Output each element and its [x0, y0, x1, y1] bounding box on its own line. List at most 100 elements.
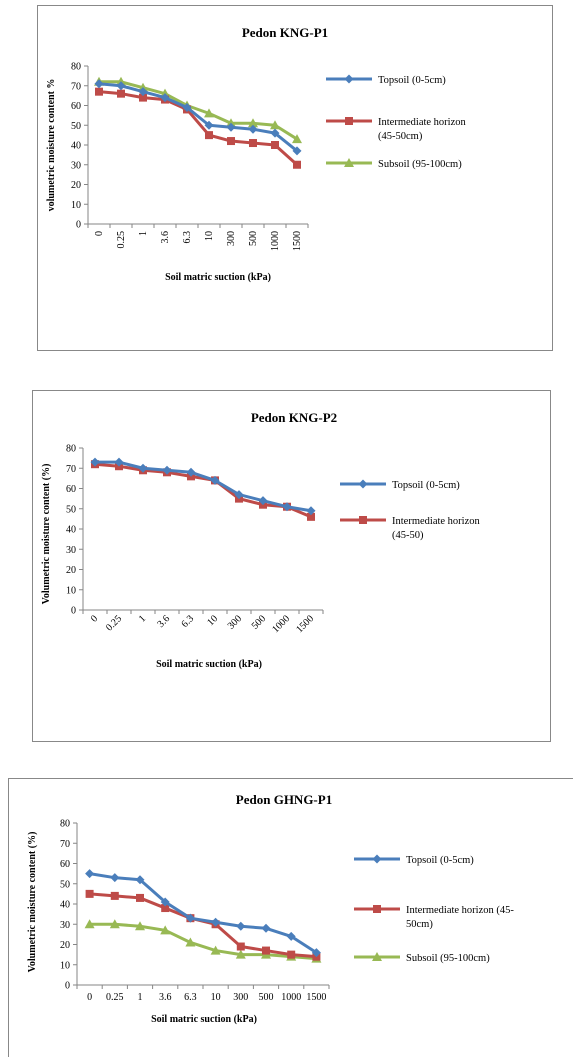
series-line	[98, 90, 299, 166]
legend-swatch-marker	[372, 854, 382, 864]
x-tick-label: 10	[211, 992, 221, 1003]
data-point	[162, 465, 172, 475]
x-tick-label: 3.6	[160, 231, 171, 244]
data-point	[293, 160, 301, 169]
chart-kng-p1: Pedon KNG-P1 0 10 20 30 40 50 60 70 80 0 0.25 1 3.6 6.…	[46, 25, 467, 283]
x-tick-label: 6.3	[184, 992, 197, 1003]
data-point	[236, 921, 246, 931]
x-tick-label: 0.25	[106, 992, 124, 1003]
legend-entry-3: Subsoil (95-100cm)	[326, 158, 462, 170]
data-point	[311, 948, 321, 958]
y-tick-label: 80	[60, 819, 70, 830]
y-tick-label: 30	[71, 160, 81, 171]
x-tick-label: 1500	[294, 613, 316, 635]
x-tick-label: 3.6	[159, 992, 172, 1003]
chart-panel-kng-p2: Pedon KNG-P2 0 10 20 30 40 50 60 70 80 0 0.25 1 3.6 6.…	[32, 390, 551, 742]
data-point	[84, 919, 95, 929]
x-tick-label: 3.6	[156, 613, 173, 630]
x-tick-label: 1000	[270, 613, 292, 635]
legend-entry-2: Intermediate horizon (45-50cm)	[326, 117, 467, 142]
y-tick-label: 0	[65, 981, 70, 992]
data-point	[210, 475, 220, 485]
legend-swatch-marker	[345, 117, 353, 125]
data-point	[90, 457, 100, 467]
legend-entry-2: Intermediate horizon (45-50)	[340, 516, 481, 541]
data-point	[204, 120, 214, 130]
y-tick-label: 50	[71, 121, 81, 132]
data-point	[271, 141, 279, 149]
y-tick-label: 40	[71, 141, 81, 152]
x-tick-label: 0	[87, 992, 92, 1003]
legend-label: Subsoil (95-100cm)	[406, 953, 490, 964]
y-tick-label: 20	[66, 565, 76, 576]
legend-label: Subsoil (95-100cm)	[378, 159, 462, 170]
legend-label: Intermediate horizon	[392, 516, 481, 527]
series-3	[84, 919, 322, 963]
y-tick-label: 30	[66, 545, 76, 556]
y-tick-label: 40	[60, 900, 70, 911]
data-point	[286, 931, 296, 941]
data-point	[135, 875, 145, 885]
y-tick-label: 40	[66, 525, 76, 536]
legend-swatch-marker	[358, 479, 368, 489]
y-axis-label: Volumetric moisture content (%)	[27, 832, 38, 973]
data-point	[292, 134, 302, 144]
data-point	[139, 93, 147, 102]
chart-title: Pedon KNG-P2	[251, 410, 337, 425]
legend-entry-2: Intermediate horizon (45- 50cm)	[354, 905, 514, 930]
legend-swatch-marker	[344, 158, 354, 167]
legend-entry-1: Topsoil (0-5cm)	[354, 854, 474, 866]
data-point	[226, 122, 236, 132]
y-tick-label: 0	[71, 606, 76, 617]
x-tick-label: 300	[226, 613, 244, 631]
data-point	[270, 120, 280, 130]
data-point	[138, 87, 148, 97]
chart-kng-p2: Pedon KNG-P2 0 10 20 30 40 50 60 70 80 0 0.25 1 3.6 6.…	[41, 410, 481, 670]
x-tick-label: 6.3	[182, 231, 193, 244]
data-point	[85, 869, 95, 879]
chart-panel-ghng-p1: Pedon GHNG-P1 0 10 20 30 40 50 60 70 80 0 0.25 1 3.6 6…	[8, 778, 573, 1057]
y-tick-label: 20	[71, 180, 81, 191]
legend-entry-1: Topsoil (0-5cm)	[326, 74, 446, 86]
legend-entry-3: Subsoil (95-100cm)	[354, 952, 490, 964]
data-point	[282, 502, 292, 512]
chart-ghng-p1: Pedon GHNG-P1 0 10 20 30 40 50 60 70 80 0 0.25 1 3.6 6…	[27, 792, 514, 1025]
y-tick-label: 30	[60, 920, 70, 931]
series-line	[89, 922, 317, 961]
y-tick-label: 50	[60, 879, 70, 890]
data-point	[262, 946, 270, 955]
y-tick-label: 60	[66, 484, 76, 495]
legend-label: Intermediate horizon (45-	[406, 905, 514, 916]
data-point	[95, 87, 103, 96]
x-tick-label: 0.25	[104, 613, 124, 633]
x-tick-label: 500	[259, 992, 274, 1003]
x-tick-label: 6.3	[180, 613, 197, 630]
legend-entry-1: Topsoil (0-5cm)	[340, 479, 460, 491]
data-point	[182, 102, 192, 112]
x-tick-label: 0	[89, 613, 100, 624]
y-tick-label: 10	[71, 200, 81, 211]
series-1	[85, 869, 321, 958]
data-point	[160, 93, 170, 103]
legend-label: Topsoil (0-5cm)	[392, 480, 460, 491]
data-point	[185, 913, 195, 923]
y-tick-label: 60	[71, 101, 81, 112]
legend-label: Topsoil (0-5cm)	[406, 855, 474, 866]
series-2	[95, 87, 301, 169]
series-2	[91, 460, 315, 521]
x-axis-label: Soil matric suction (kPa)	[165, 272, 271, 283]
data-point	[160, 897, 170, 907]
data-point	[186, 467, 196, 477]
y-tick-label: 50	[66, 504, 76, 515]
legend-swatch-marker	[373, 905, 381, 913]
legend-label: Topsoil (0-5cm)	[378, 75, 446, 86]
data-point	[236, 942, 245, 951]
data-point	[248, 118, 258, 128]
y-tick-label: 70	[71, 81, 81, 92]
x-tick-label: 1500	[292, 231, 303, 251]
legend-swatch-marker	[344, 74, 354, 84]
data-point	[110, 891, 119, 900]
series-line	[98, 82, 298, 153]
y-tick-label: 10	[66, 585, 76, 596]
legend-swatch-marker	[372, 952, 382, 961]
